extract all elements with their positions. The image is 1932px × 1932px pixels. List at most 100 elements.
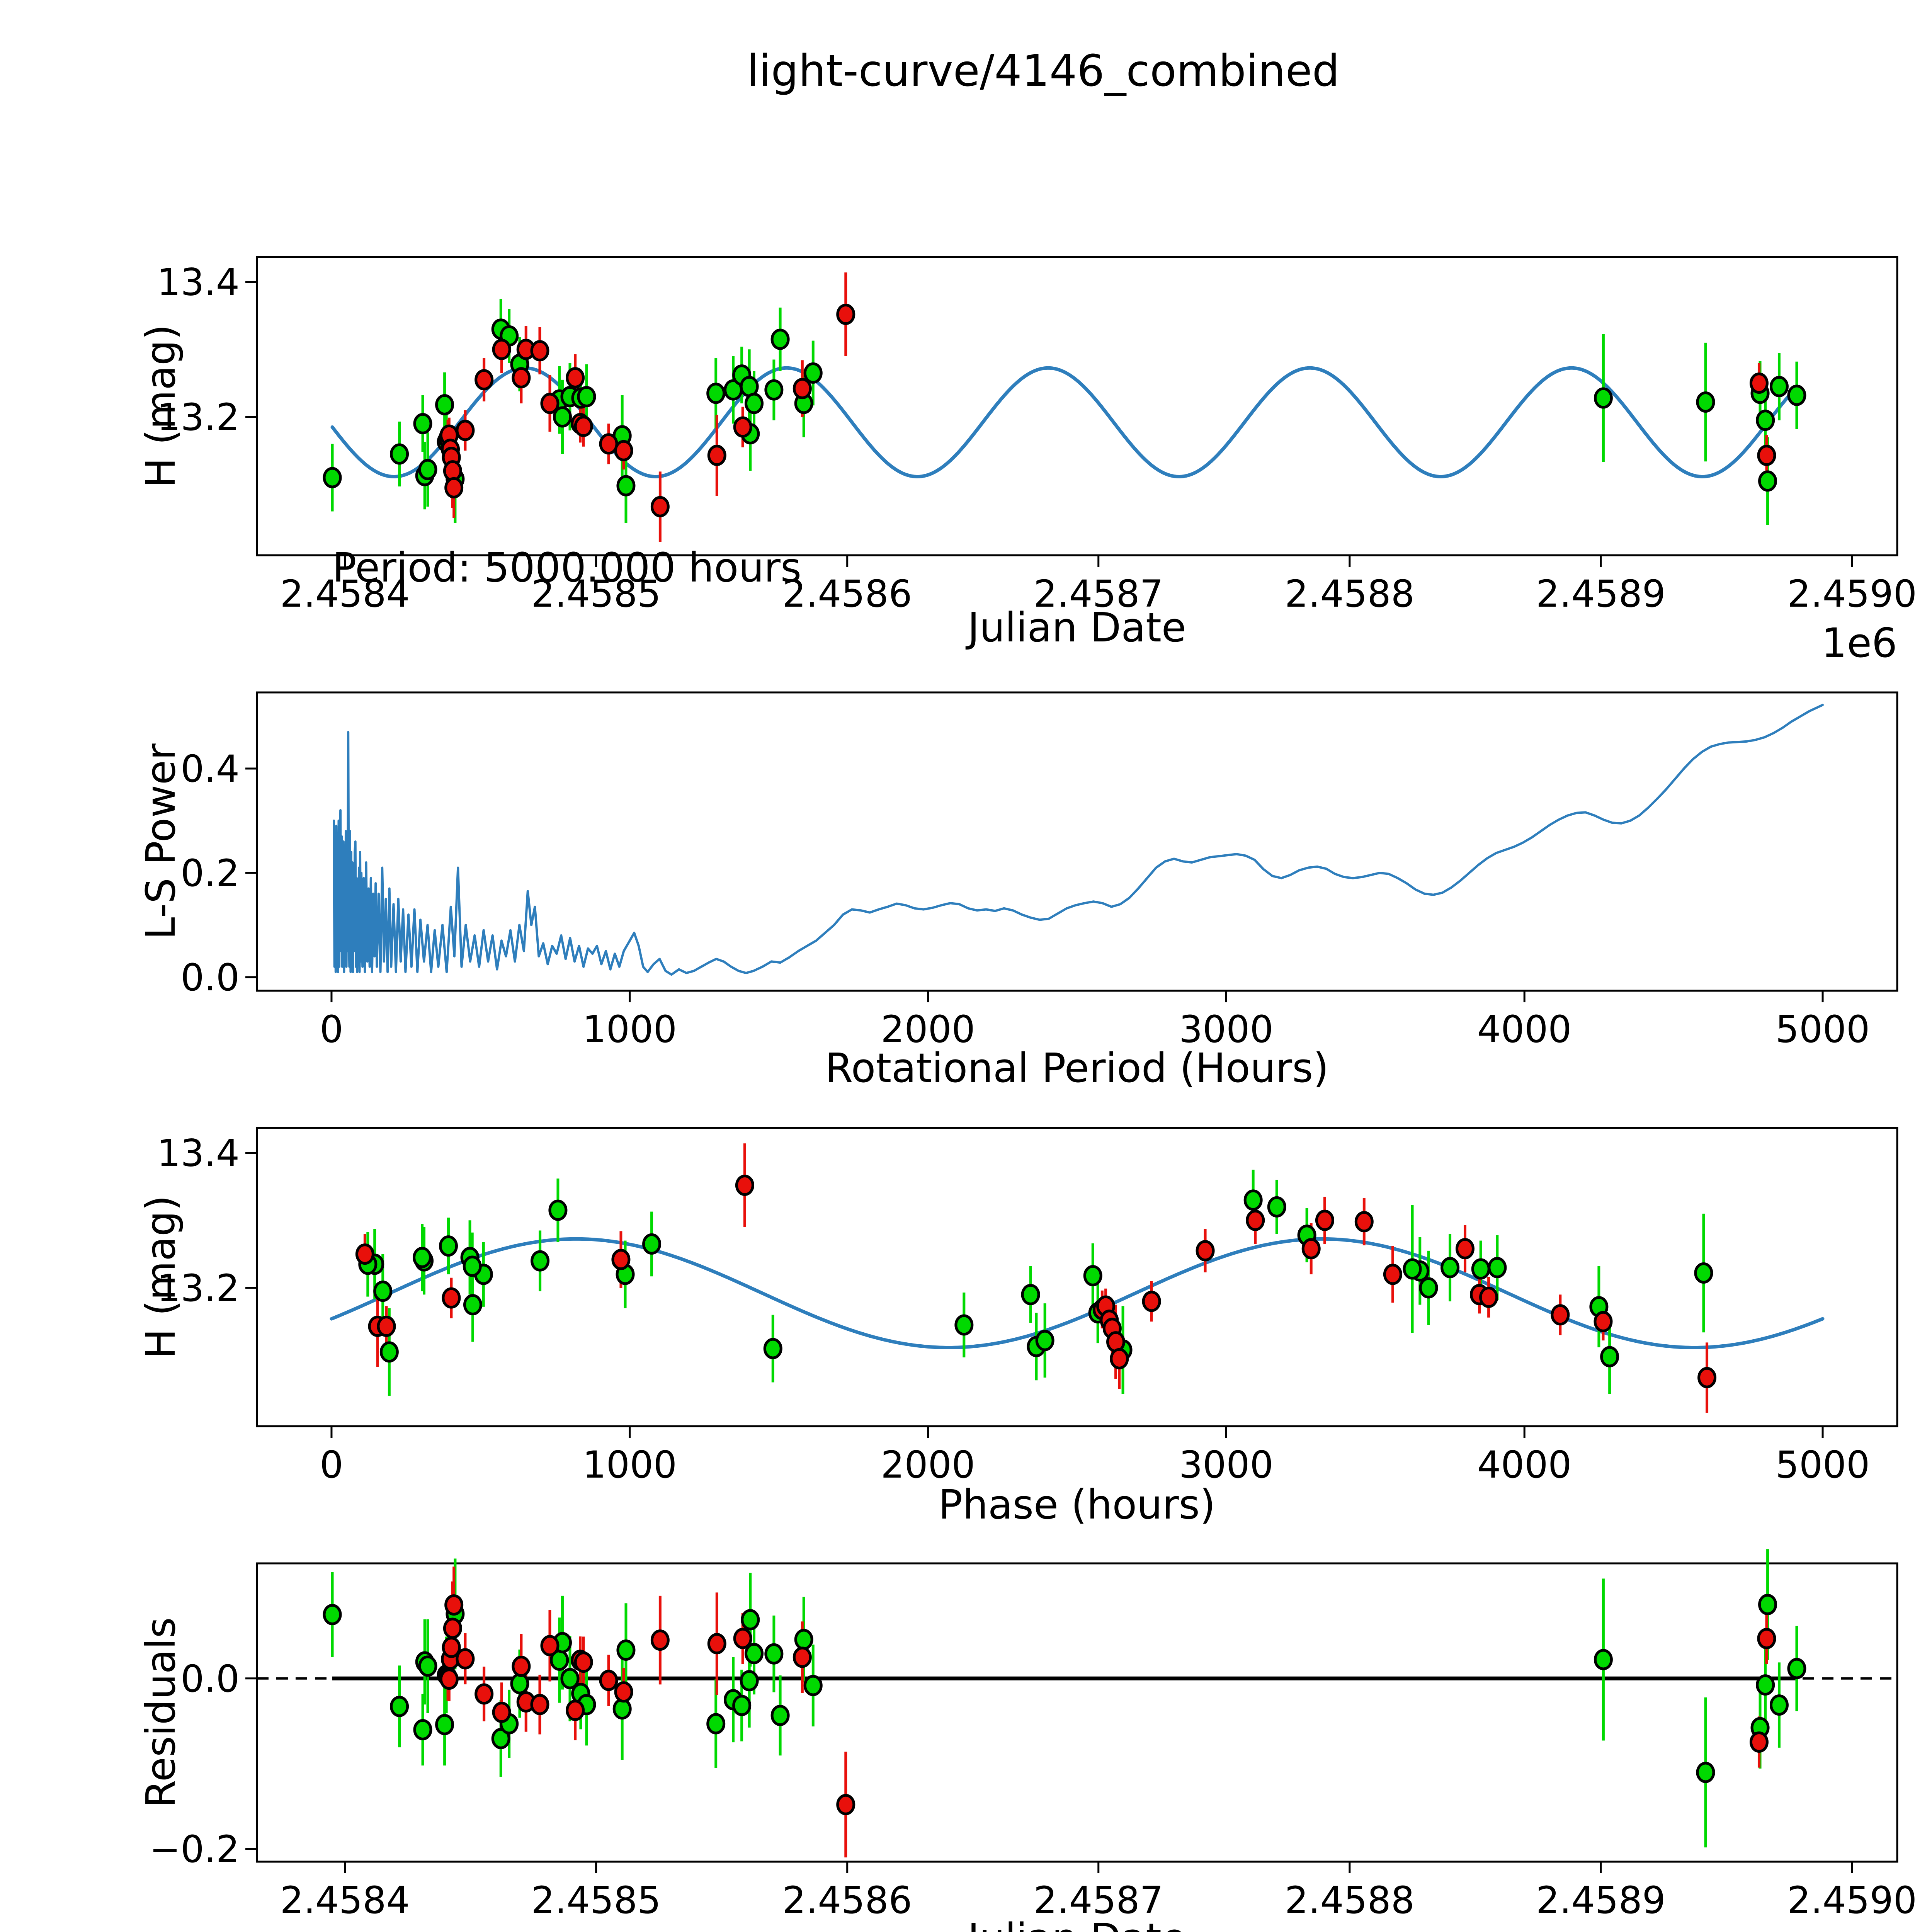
data-point <box>413 1719 432 1740</box>
data-point <box>1196 1240 1215 1262</box>
data-point <box>740 1670 759 1692</box>
data-point <box>491 1728 510 1749</box>
data-point <box>439 1668 459 1690</box>
data-point <box>512 1655 531 1677</box>
period-annotation: Period: 5000.000 hours <box>332 544 801 591</box>
y-tick-label: 0.2 <box>180 852 240 895</box>
data-point <box>1594 1311 1613 1332</box>
data-point <box>735 1174 754 1196</box>
data-point <box>1697 1367 1717 1388</box>
y-tick-label: 13.4 <box>157 261 240 304</box>
data-point <box>706 1713 726 1735</box>
data-point <box>577 386 596 408</box>
data-point <box>1301 1238 1321 1260</box>
axes-box <box>256 1562 1898 1863</box>
data-point <box>531 1250 550 1272</box>
data-point <box>574 1651 593 1673</box>
data-point <box>793 1646 812 1668</box>
data-point <box>1243 1189 1263 1211</box>
data-point <box>413 1247 432 1268</box>
data-point <box>456 1648 475 1670</box>
data-point <box>1787 384 1806 406</box>
data-point <box>444 477 464 498</box>
data-point <box>1757 1628 1776 1650</box>
data-point <box>1021 1284 1040 1305</box>
data-point <box>733 416 752 438</box>
p2-x-axis-label: Rotational Period (Hours) <box>825 1044 1329 1092</box>
data-point <box>1354 1211 1374 1233</box>
x-tick-label: 2.4588 <box>1285 572 1415 616</box>
data-point <box>1419 1277 1438 1299</box>
data-point <box>1757 445 1776 466</box>
data-point <box>1694 1262 1713 1284</box>
data-point <box>540 1635 560 1656</box>
x-tick-label: 2.4590 <box>1787 572 1917 616</box>
data-point <box>764 379 784 401</box>
data-point <box>1110 1348 1129 1369</box>
x-tick-label: 4000 <box>1477 1443 1571 1486</box>
data-point <box>1246 1209 1265 1231</box>
panel-residuals: 2.4584 2.4585 2.4586 2.4587 2.4588 2.4589 2.45… <box>150 1549 1917 1922</box>
data-point <box>435 1714 454 1735</box>
data-point <box>763 1338 782 1359</box>
data-point <box>413 413 432 434</box>
data-point <box>764 1643 784 1665</box>
data-point <box>474 1683 494 1705</box>
data-point <box>355 1243 374 1265</box>
data-point <box>733 1628 752 1649</box>
data-point <box>548 1199 568 1221</box>
data-point <box>390 1696 409 1717</box>
data-point <box>706 383 726 404</box>
data-point <box>1479 1286 1498 1308</box>
data-point <box>1769 376 1789 397</box>
data-point <box>745 1643 764 1664</box>
data-point <box>1035 1330 1054 1351</box>
data-point <box>741 1609 760 1631</box>
x-tick-label: 1000 <box>583 1008 677 1051</box>
data-point <box>1551 1304 1570 1326</box>
data-point <box>442 1287 461 1309</box>
data-point <box>574 415 593 437</box>
data-point <box>390 443 409 465</box>
data-point <box>373 1281 393 1302</box>
x-tick-label: 2.4586 <box>782 572 912 616</box>
data-point <box>530 1694 549 1715</box>
x-tick-label: 2.4590 <box>1787 1879 1917 1922</box>
data-point <box>463 1294 482 1316</box>
x-tick-label: 2.4585 <box>531 1879 661 1922</box>
data-point <box>1488 1257 1507 1279</box>
data-point <box>1749 372 1769 394</box>
axes-box <box>256 691 1898 992</box>
data-point <box>1756 410 1775 431</box>
data-point <box>1403 1258 1422 1280</box>
x-tick-label: 2.4587 <box>1034 572 1163 616</box>
data-point <box>1696 391 1715 413</box>
p1-axis-offset-label: 1e6 <box>1821 619 1897 667</box>
data-point <box>770 328 790 350</box>
data-point <box>793 378 812 400</box>
p1-x-axis-label: Julian Date <box>965 604 1186 651</box>
data-point <box>492 338 511 360</box>
panel-light-curve: 2.4584 2.4585 2.4586 2.4587 2.4588 2.4589 2.45… <box>157 256 1917 616</box>
data-point <box>418 459 437 480</box>
y-tick-label: 0.0 <box>180 1657 240 1701</box>
x-tick-label: 2.4587 <box>1034 1879 1163 1922</box>
data-point <box>732 1695 752 1716</box>
data-point <box>611 1249 631 1270</box>
p2-y-axis-label: L-S Power <box>137 743 184 939</box>
data-point <box>418 1655 437 1677</box>
data-point <box>616 1639 636 1661</box>
x-tick-label: 0 <box>320 1443 343 1486</box>
x-tick-label: 4000 <box>1477 1008 1571 1051</box>
data-point <box>566 367 585 389</box>
data-point <box>1383 1264 1402 1285</box>
data-point <box>642 1233 662 1255</box>
x-tick-label: 0 <box>320 1008 343 1051</box>
data-point <box>1267 1196 1286 1218</box>
data-point <box>1083 1265 1102 1287</box>
x-tick-label: 2.4585 <box>531 572 661 616</box>
data-point <box>836 303 855 325</box>
data-point <box>1455 1238 1475 1260</box>
data-point <box>510 1673 529 1694</box>
data-point <box>1749 1731 1769 1753</box>
